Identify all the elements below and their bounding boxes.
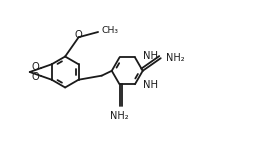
Text: O: O: [32, 62, 39, 72]
Text: NH₂: NH₂: [166, 53, 184, 63]
Text: NH: NH: [143, 51, 158, 61]
Text: NH₂: NH₂: [110, 111, 129, 121]
Text: NH: NH: [143, 80, 158, 90]
Text: O: O: [32, 72, 39, 82]
Text: O: O: [75, 30, 83, 40]
Text: CH₃: CH₃: [102, 26, 119, 35]
